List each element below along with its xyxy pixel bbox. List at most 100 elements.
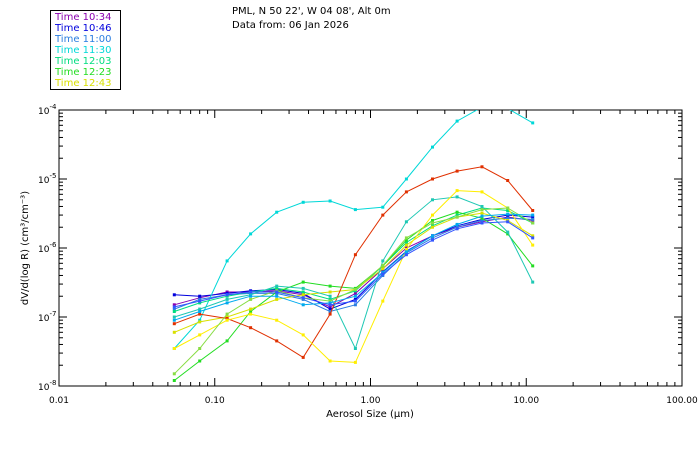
y-tick-base: 10 <box>38 107 50 117</box>
data-point <box>404 241 408 244</box>
data-point <box>328 305 332 309</box>
data-point <box>275 290 279 294</box>
data-point <box>455 119 459 123</box>
x-tick-label: 100.00 <box>666 396 698 406</box>
data-point <box>225 297 229 301</box>
data-point <box>455 222 459 226</box>
data-point <box>172 322 176 326</box>
data-point <box>301 355 305 359</box>
plot-frame <box>58 109 683 387</box>
x-tick-label: 0.01 <box>49 396 69 406</box>
x-axis-label: Aerosol Size (μm) <box>326 409 414 420</box>
data-point <box>328 284 332 288</box>
chart-header: PML, N 50 22', W 04 08', Alt 0m Data fro… <box>232 5 391 33</box>
data-point <box>328 299 332 303</box>
data-point <box>531 121 535 125</box>
data-point <box>404 243 408 247</box>
data-point <box>531 215 535 219</box>
data-point <box>480 216 484 220</box>
data-point <box>455 169 459 173</box>
data-point <box>506 216 510 220</box>
data-point <box>531 234 535 238</box>
data-point <box>249 326 253 330</box>
y-tick-exponent: -7 <box>49 310 56 318</box>
data-point <box>301 286 305 290</box>
x-tick-label: 1.00 <box>360 396 380 406</box>
data-point <box>431 198 434 202</box>
data-point <box>455 210 459 214</box>
data-point <box>172 307 176 311</box>
data-point <box>172 315 176 319</box>
data-point <box>531 280 535 284</box>
data-point <box>431 145 434 149</box>
data-point <box>381 272 385 276</box>
data-point <box>506 206 510 210</box>
data-point <box>275 210 279 214</box>
data-point <box>225 312 229 316</box>
data-point <box>480 190 484 194</box>
data-point <box>225 293 229 297</box>
data-point <box>172 372 176 376</box>
data-point <box>455 227 459 231</box>
data-point <box>353 297 357 301</box>
y-tick-label: 10-6 <box>38 241 57 255</box>
data-point <box>404 238 408 242</box>
x-tick-label: 0.10 <box>205 396 225 406</box>
data-point <box>328 312 332 316</box>
data-point <box>275 297 279 301</box>
data-point <box>381 213 385 217</box>
data-point <box>328 294 332 298</box>
data-point <box>404 248 408 251</box>
legend-item: Time 12:03 <box>55 56 112 67</box>
x-tick-label: 10.00 <box>513 396 539 406</box>
data-point <box>172 303 176 307</box>
y-tick-exponent: -8 <box>49 379 56 387</box>
data-point <box>328 359 332 363</box>
data-point <box>455 189 459 193</box>
y-tick-label: 10-7 <box>38 310 56 324</box>
data-point <box>172 305 176 309</box>
y-tick-exponent: -5 <box>49 172 56 180</box>
data-point <box>531 221 535 225</box>
y-tick-exponent: -4 <box>49 103 57 111</box>
data-point <box>353 291 357 295</box>
data-point <box>301 280 305 284</box>
data-point <box>225 317 229 320</box>
data-point <box>404 253 408 257</box>
data-point <box>198 312 202 316</box>
data-point <box>301 297 305 301</box>
data-point <box>301 303 305 307</box>
data-point <box>431 225 434 229</box>
y-tick-label: 10-8 <box>38 379 56 393</box>
data-point <box>198 307 202 311</box>
series-layer <box>172 110 535 382</box>
data-point <box>431 177 434 181</box>
station-info: PML, N 50 22', W 04 08', Alt 0m <box>232 6 391 17</box>
data-point <box>353 347 357 350</box>
data-point <box>328 199 332 203</box>
legend-item: Time 12:43 <box>55 78 112 89</box>
data-point <box>480 214 484 218</box>
data-point <box>275 339 279 343</box>
series-line <box>174 196 534 350</box>
data-point <box>249 312 253 316</box>
data-point <box>328 290 332 294</box>
data-point <box>328 307 332 311</box>
data-point <box>172 293 176 297</box>
data-point <box>531 217 535 221</box>
data-point <box>301 293 305 297</box>
data-point <box>172 330 176 334</box>
data-point <box>198 294 202 298</box>
data-point <box>353 253 357 257</box>
y-tick-label: 10-4 <box>38 103 57 117</box>
legend: Time 10:34 Time 10:46 Time 11:00 Time 11:30… <box>50 10 121 90</box>
data-point <box>172 318 176 322</box>
data-point <box>172 379 176 382</box>
data-point <box>275 286 279 290</box>
data-point <box>275 294 279 298</box>
data-point <box>198 297 202 301</box>
legend-item: Time 12:23 <box>55 67 112 78</box>
data-point <box>301 200 305 204</box>
data-point <box>480 165 484 169</box>
